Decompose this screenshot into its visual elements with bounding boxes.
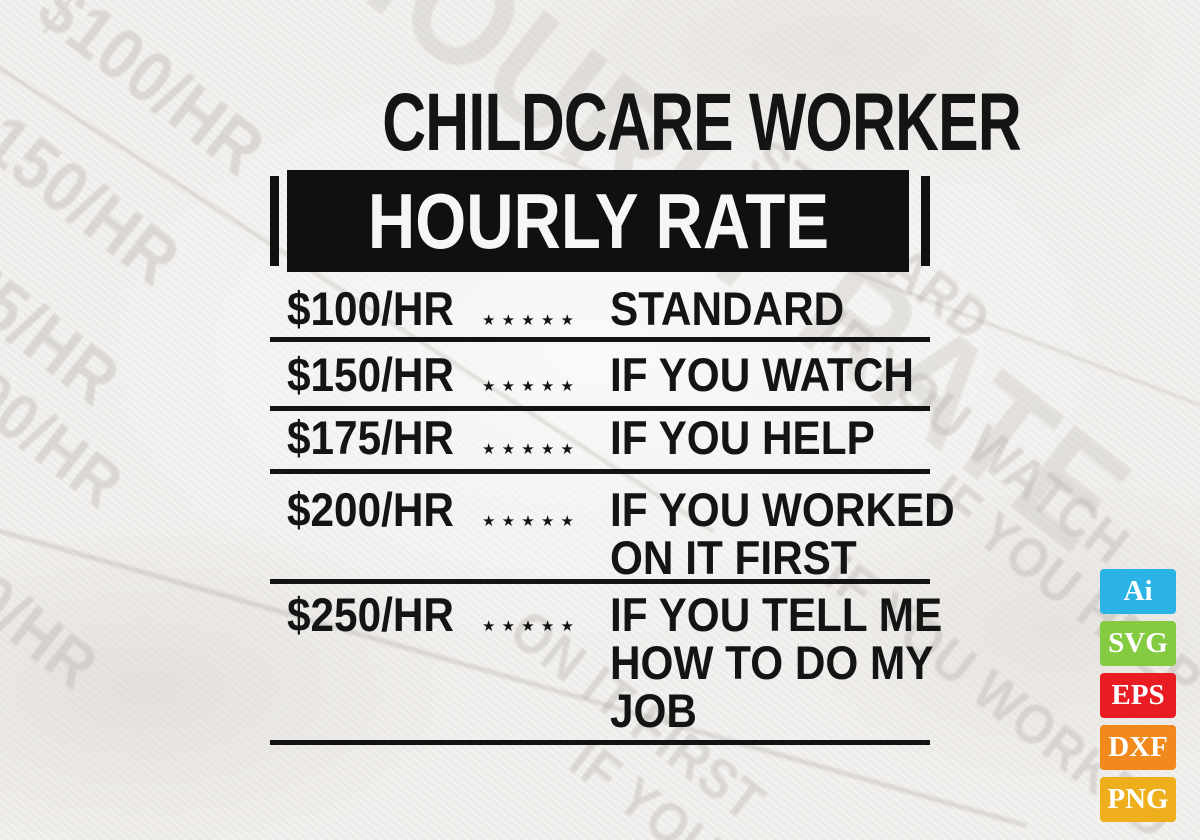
rate-condition-line: IF YOU TELL ME: [610, 588, 943, 641]
rate-value: $200/HR: [287, 483, 454, 536]
rate-value: $175/HR: [287, 411, 454, 464]
star-separator: ★ ★ ★ ★ ★: [482, 312, 575, 329]
rate-condition-line: IF YOU HELP: [610, 411, 875, 464]
rate-condition-line: IF YOU WORKED: [610, 483, 955, 536]
banner-right-bar: [921, 176, 930, 266]
rate-condition-line: ON IT FIRST: [610, 531, 857, 584]
rate-row: $175/HR ★ ★ ★ ★ ★ IF YOU HELP: [270, 414, 930, 464]
rate-condition: IF YOU WORKED ON IT FIRST: [610, 486, 993, 582]
rate-card: CHILDCARE WORKER HOURLY RATE $100/HR ★ ★…: [270, 0, 1022, 840]
format-badge-png: PNG: [1100, 777, 1176, 822]
row-divider: [270, 579, 930, 584]
file-format-badges: Ai SVG EPS DXF PNG: [1100, 569, 1176, 822]
watermark-text: $250/HR: [0, 496, 113, 704]
format-badge-label: EPS: [1111, 679, 1165, 711]
star-separator: ★ ★ ★ ★ ★: [482, 513, 575, 530]
banner-text: HOURLY RATE: [367, 177, 829, 265]
row-divider: [270, 406, 930, 411]
star-separator: ★ ★ ★ ★ ★: [482, 441, 575, 458]
banner: HOURLY RATE: [287, 170, 909, 272]
format-badge-dxf: DXF: [1100, 725, 1176, 770]
design-title-text: CHILDCARE WORKER: [382, 77, 1021, 168]
rate-row: $150/HR ★ ★ ★ ★ ★ IF YOU WATCH: [270, 351, 930, 401]
format-badge-label: DXF: [1108, 731, 1168, 763]
row-divider: [270, 740, 930, 745]
rate-condition-line: STANDARD: [610, 282, 845, 335]
rate-value: $250/HR: [287, 588, 454, 641]
star-separator: ★ ★ ★ ★ ★: [482, 378, 575, 395]
row-divider: [270, 337, 930, 342]
format-badge-svg: SVG: [1100, 621, 1176, 666]
format-badge-label: Ai: [1123, 575, 1153, 607]
rate-row: $200/HR ★ ★ ★ ★ ★ IF YOU WORKED ON IT FI…: [270, 483, 955, 582]
rate-condition-line: HOW TO DO MY: [610, 636, 934, 689]
rate-row: $100/HR ★ ★ ★ ★ ★ STANDARD: [270, 285, 930, 335]
row-divider: [270, 469, 930, 474]
rate-value: $150/HR: [287, 348, 454, 401]
design-title: CHILDCARE WORKER: [270, 82, 1021, 164]
rate-condition-line: IF YOU WATCH: [610, 348, 914, 401]
star-separator: ★ ★ ★ ★ ★: [482, 618, 575, 635]
format-badge-label: SVG: [1108, 627, 1168, 659]
rate-value: $100/HR: [287, 282, 454, 335]
banner-left-bar: [270, 176, 279, 266]
rate-condition: IF YOU WATCH: [610, 351, 948, 399]
rate-condition: STANDARD: [610, 285, 870, 333]
format-badge-label: PNG: [1107, 783, 1169, 815]
format-badge-eps: EPS: [1100, 673, 1176, 718]
rate-condition: IF YOU TELL ME HOW TO DO MY JOB: [610, 591, 979, 735]
rate-row: $250/HR ★ ★ ★ ★ ★ IF YOU TELL ME HOW TO …: [270, 588, 942, 735]
rate-condition-line: JOB: [610, 684, 697, 737]
format-badge-ai: Ai: [1100, 569, 1176, 614]
rate-condition: IF YOU HELP: [610, 414, 904, 462]
